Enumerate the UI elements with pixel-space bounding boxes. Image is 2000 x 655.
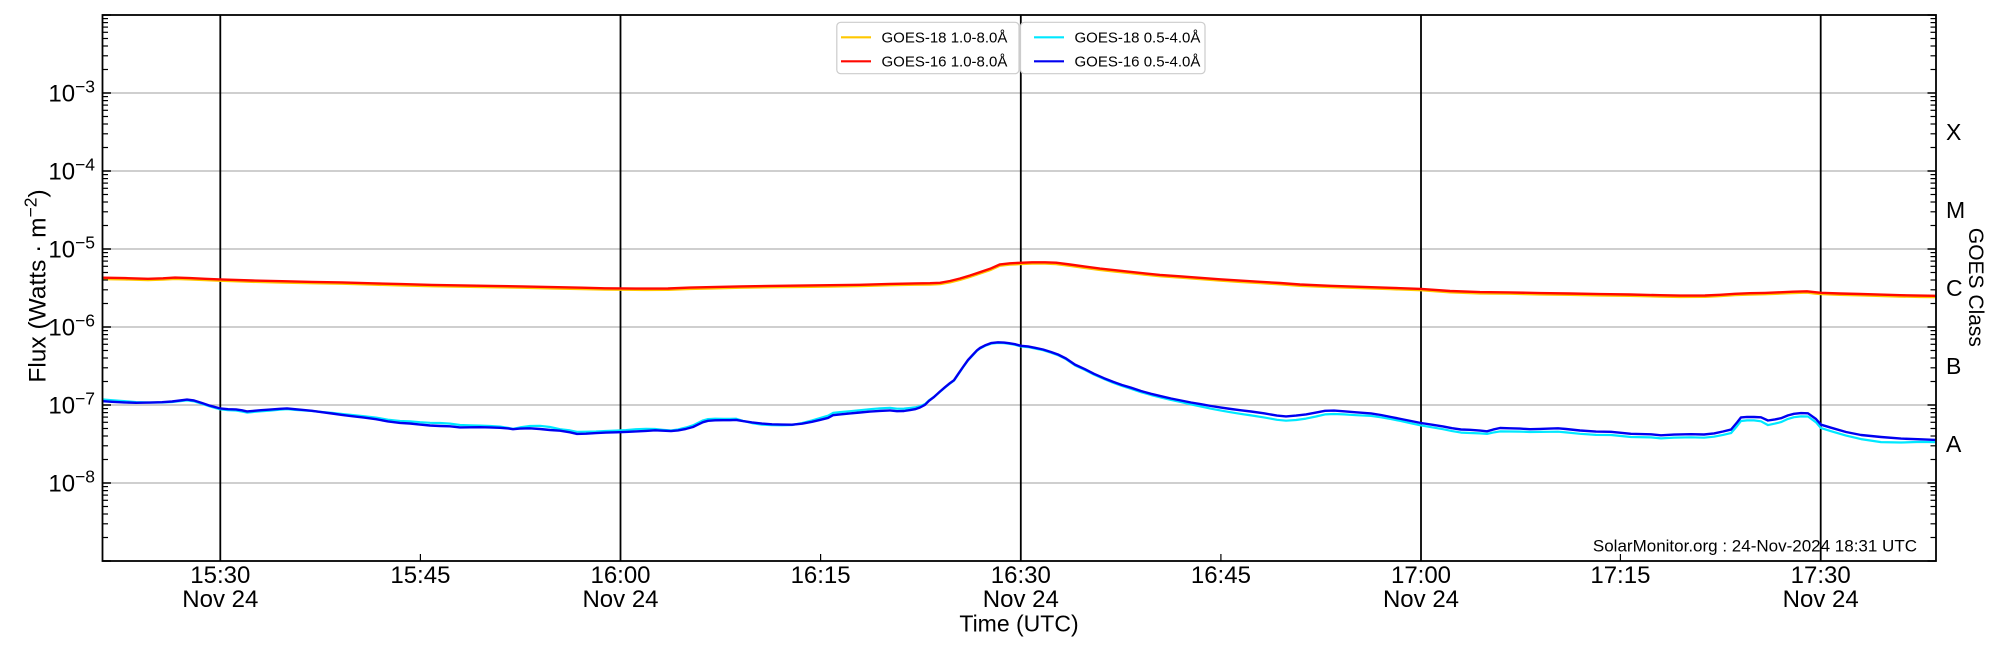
svg-text:GOES-16 1.0-8.0Å: GOES-16 1.0-8.0Å	[882, 54, 1008, 71]
svg-text:Nov 24: Nov 24	[1383, 586, 1459, 613]
svg-text:Nov 24: Nov 24	[182, 586, 258, 613]
svg-text:B: B	[1946, 353, 1961, 379]
svg-text:Nov 24: Nov 24	[983, 586, 1059, 613]
svg-text:10−3: 10−3	[48, 77, 95, 108]
svg-text:C: C	[1946, 275, 1963, 301]
svg-text:17:00: 17:00	[1391, 562, 1451, 589]
svg-text:Nov 24: Nov 24	[1783, 586, 1859, 613]
svg-text:A: A	[1946, 431, 1962, 457]
svg-text:SolarMonitor.org : 24-Nov-2024: SolarMonitor.org : 24-Nov-2024 18:31 UTC	[1593, 537, 1917, 556]
svg-text:GOES-16 0.5-4.0Å: GOES-16 0.5-4.0Å	[1075, 54, 1201, 71]
svg-text:10−6: 10−6	[48, 311, 95, 342]
svg-text:10−4: 10−4	[48, 155, 95, 186]
svg-text:16:00: 16:00	[590, 562, 650, 589]
svg-text:17:30: 17:30	[1791, 562, 1851, 589]
svg-text:X: X	[1946, 119, 1961, 145]
svg-text:Time (UTC): Time (UTC)	[959, 611, 1078, 637]
svg-text:17:15: 17:15	[1590, 562, 1650, 589]
svg-text:Nov 24: Nov 24	[582, 586, 658, 613]
svg-text:15:30: 15:30	[190, 562, 250, 589]
svg-text:Flux (Watts · m−2): Flux (Watts · m−2)	[21, 189, 52, 382]
svg-text:GOES-18 1.0-8.0Å: GOES-18 1.0-8.0Å	[882, 30, 1008, 47]
svg-text:GOES-18 0.5-4.0Å: GOES-18 0.5-4.0Å	[1075, 30, 1201, 47]
svg-text:15:45: 15:45	[390, 562, 450, 589]
svg-text:GOES Class: GOES Class	[1964, 228, 1987, 347]
svg-text:16:15: 16:15	[791, 562, 851, 589]
svg-text:16:30: 16:30	[991, 562, 1051, 589]
svg-text:M: M	[1946, 197, 1965, 223]
svg-text:16:45: 16:45	[1191, 562, 1251, 589]
